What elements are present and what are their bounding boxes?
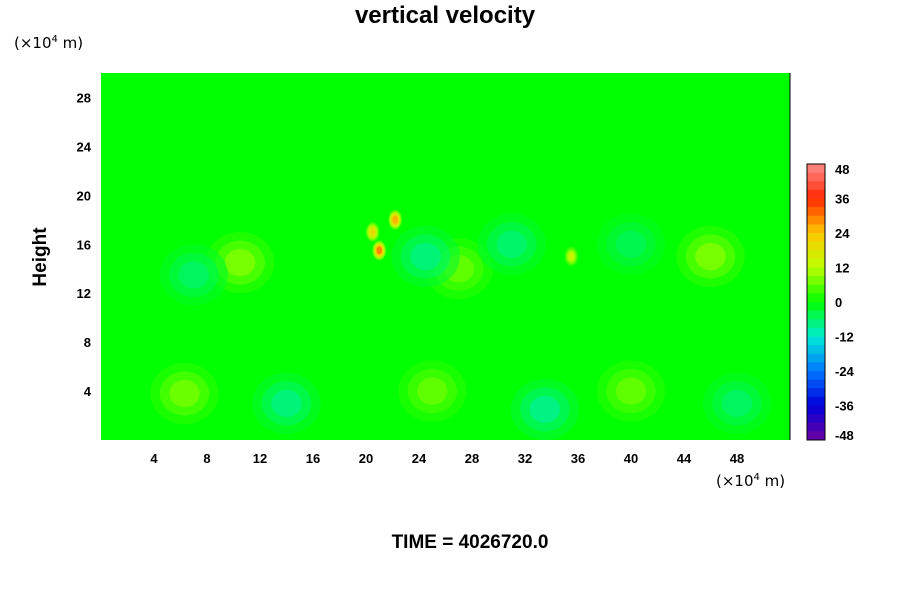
x-tick-label: 36: [571, 451, 585, 466]
y-unit-prefix: (×10: [14, 34, 52, 52]
x-unit-exponent: 4: [753, 472, 760, 483]
heatmap-cell-16: [615, 230, 647, 258]
colorbar-tick-label: -12: [835, 330, 854, 345]
y-tick-label: 24: [77, 139, 92, 154]
colorbar-tick-label: -36: [835, 399, 854, 414]
chart-title: vertical velocity: [354, 2, 536, 29]
x-tick-label: 32: [518, 451, 532, 466]
colorbar-segment: [807, 284, 825, 294]
colorbar-segment: [807, 181, 825, 191]
colorbar-segment: [807, 207, 825, 217]
colorbar-tick-labels: 48 36 24 12 0 -12 -24 -36 -48: [835, 162, 855, 443]
colorbar-segment: [807, 267, 825, 277]
colorbar-segment: [807, 379, 825, 389]
colorbar-segment: [807, 396, 825, 406]
x-tick-label: 4: [150, 451, 158, 466]
colorbar-segment: [807, 224, 825, 234]
heatmap-cell-4: [529, 395, 561, 424]
colorbar-segment: [807, 310, 825, 320]
colorbar-segment: [807, 388, 825, 398]
heatmap-cell-5: [721, 389, 753, 417]
x-tick-label: 16: [306, 451, 320, 466]
colorbar-segment: [807, 345, 825, 355]
colorbar-segment: [807, 241, 825, 251]
colorbar-tick-label: 0: [835, 295, 842, 310]
colorbar-segment: [807, 319, 825, 329]
colorbar-tick-label: 36: [835, 192, 849, 207]
colorbar-segment: [807, 172, 825, 182]
x-tick-label: 28: [465, 451, 479, 466]
heatmap-cell-9: [568, 252, 575, 261]
y-tick-label: 12: [77, 286, 91, 301]
heatmap-cell-1: [417, 377, 448, 405]
heatmap-cell-3: [271, 389, 302, 417]
y-axis-unit: (×104 m): [14, 34, 83, 52]
colorbar-segment: [807, 414, 825, 424]
colorbar-segment: [807, 327, 825, 337]
heatmap-cell-0: [169, 379, 200, 408]
colorbar-segment: [807, 293, 825, 303]
x-tick-labels: 4 8 12 16 20 24 28 32 36 40 44 48: [150, 451, 744, 466]
heatmap-features: [150, 210, 772, 440]
colorbar-segment: [807, 431, 825, 441]
x-axis-unit: (×104 m): [716, 472, 785, 490]
y-tick-label: 16: [77, 237, 91, 252]
colorbar-segment: [807, 164, 825, 174]
x-tick-label: 8: [203, 451, 210, 466]
colorbar-segment: [807, 422, 825, 432]
colorbar-tick-label: 12: [835, 261, 849, 276]
x-tick-label: 24: [412, 451, 427, 466]
y-tick-label: 28: [77, 90, 91, 105]
heatmap-cell-14: [496, 230, 527, 258]
colorbar-segment: [807, 215, 825, 225]
colorbar-segment: [807, 250, 825, 260]
x-tick-label: 48: [730, 451, 744, 466]
heatmap-cell-7: [392, 215, 398, 224]
x-tick-label: 12: [253, 451, 267, 466]
heatmap-cell-11: [695, 242, 726, 271]
colorbar-segment: [807, 258, 825, 268]
x-unit-prefix: (×10: [716, 472, 754, 490]
colorbar-tick-label: -48: [835, 428, 854, 443]
colorbar-segment: [807, 405, 825, 415]
colorbar-segment: [807, 302, 825, 312]
x-tick-label: 40: [624, 451, 638, 466]
y-unit-suffix: m): [57, 34, 84, 52]
y-tick-label: 4: [84, 384, 92, 399]
heatmap-cell-6: [376, 246, 383, 255]
colorbar-segment: [807, 276, 825, 286]
y-tick-label: 8: [84, 335, 91, 350]
colorbar-segment: [807, 189, 825, 199]
colorbar-segment: [807, 362, 825, 372]
time-label: TIME = 4026720.0: [391, 532, 549, 553]
colorbar-segment: [807, 198, 825, 208]
colorbar-segment: [807, 353, 825, 363]
x-tick-label: 44: [677, 451, 692, 466]
y-tick-label: 20: [77, 188, 91, 203]
heatmap-cell-8: [369, 228, 376, 237]
colorbar-tick-label: 24: [835, 226, 850, 241]
colorbar-frame: [806, 163, 826, 441]
y-tick-labels: 4 8 12 16 20 24 28: [77, 90, 92, 399]
colorbar-tick-label: 48: [835, 162, 849, 177]
colorbar-segment: [807, 233, 825, 243]
x-tick-label: 20: [359, 451, 373, 466]
x-unit-suffix: m): [759, 472, 786, 490]
colorbar: [806, 163, 826, 441]
heatmap-cell-10: [224, 249, 256, 277]
heatmap-cell-15: [178, 261, 209, 289]
y-unit-exponent: 4: [51, 34, 58, 45]
colorbar-tick-label: -24: [835, 364, 855, 379]
colorbar-segment: [807, 371, 825, 381]
colorbar-segment: [807, 336, 825, 346]
heatmap-cell-13: [410, 242, 441, 271]
heatmap-cell-2: [615, 377, 647, 405]
